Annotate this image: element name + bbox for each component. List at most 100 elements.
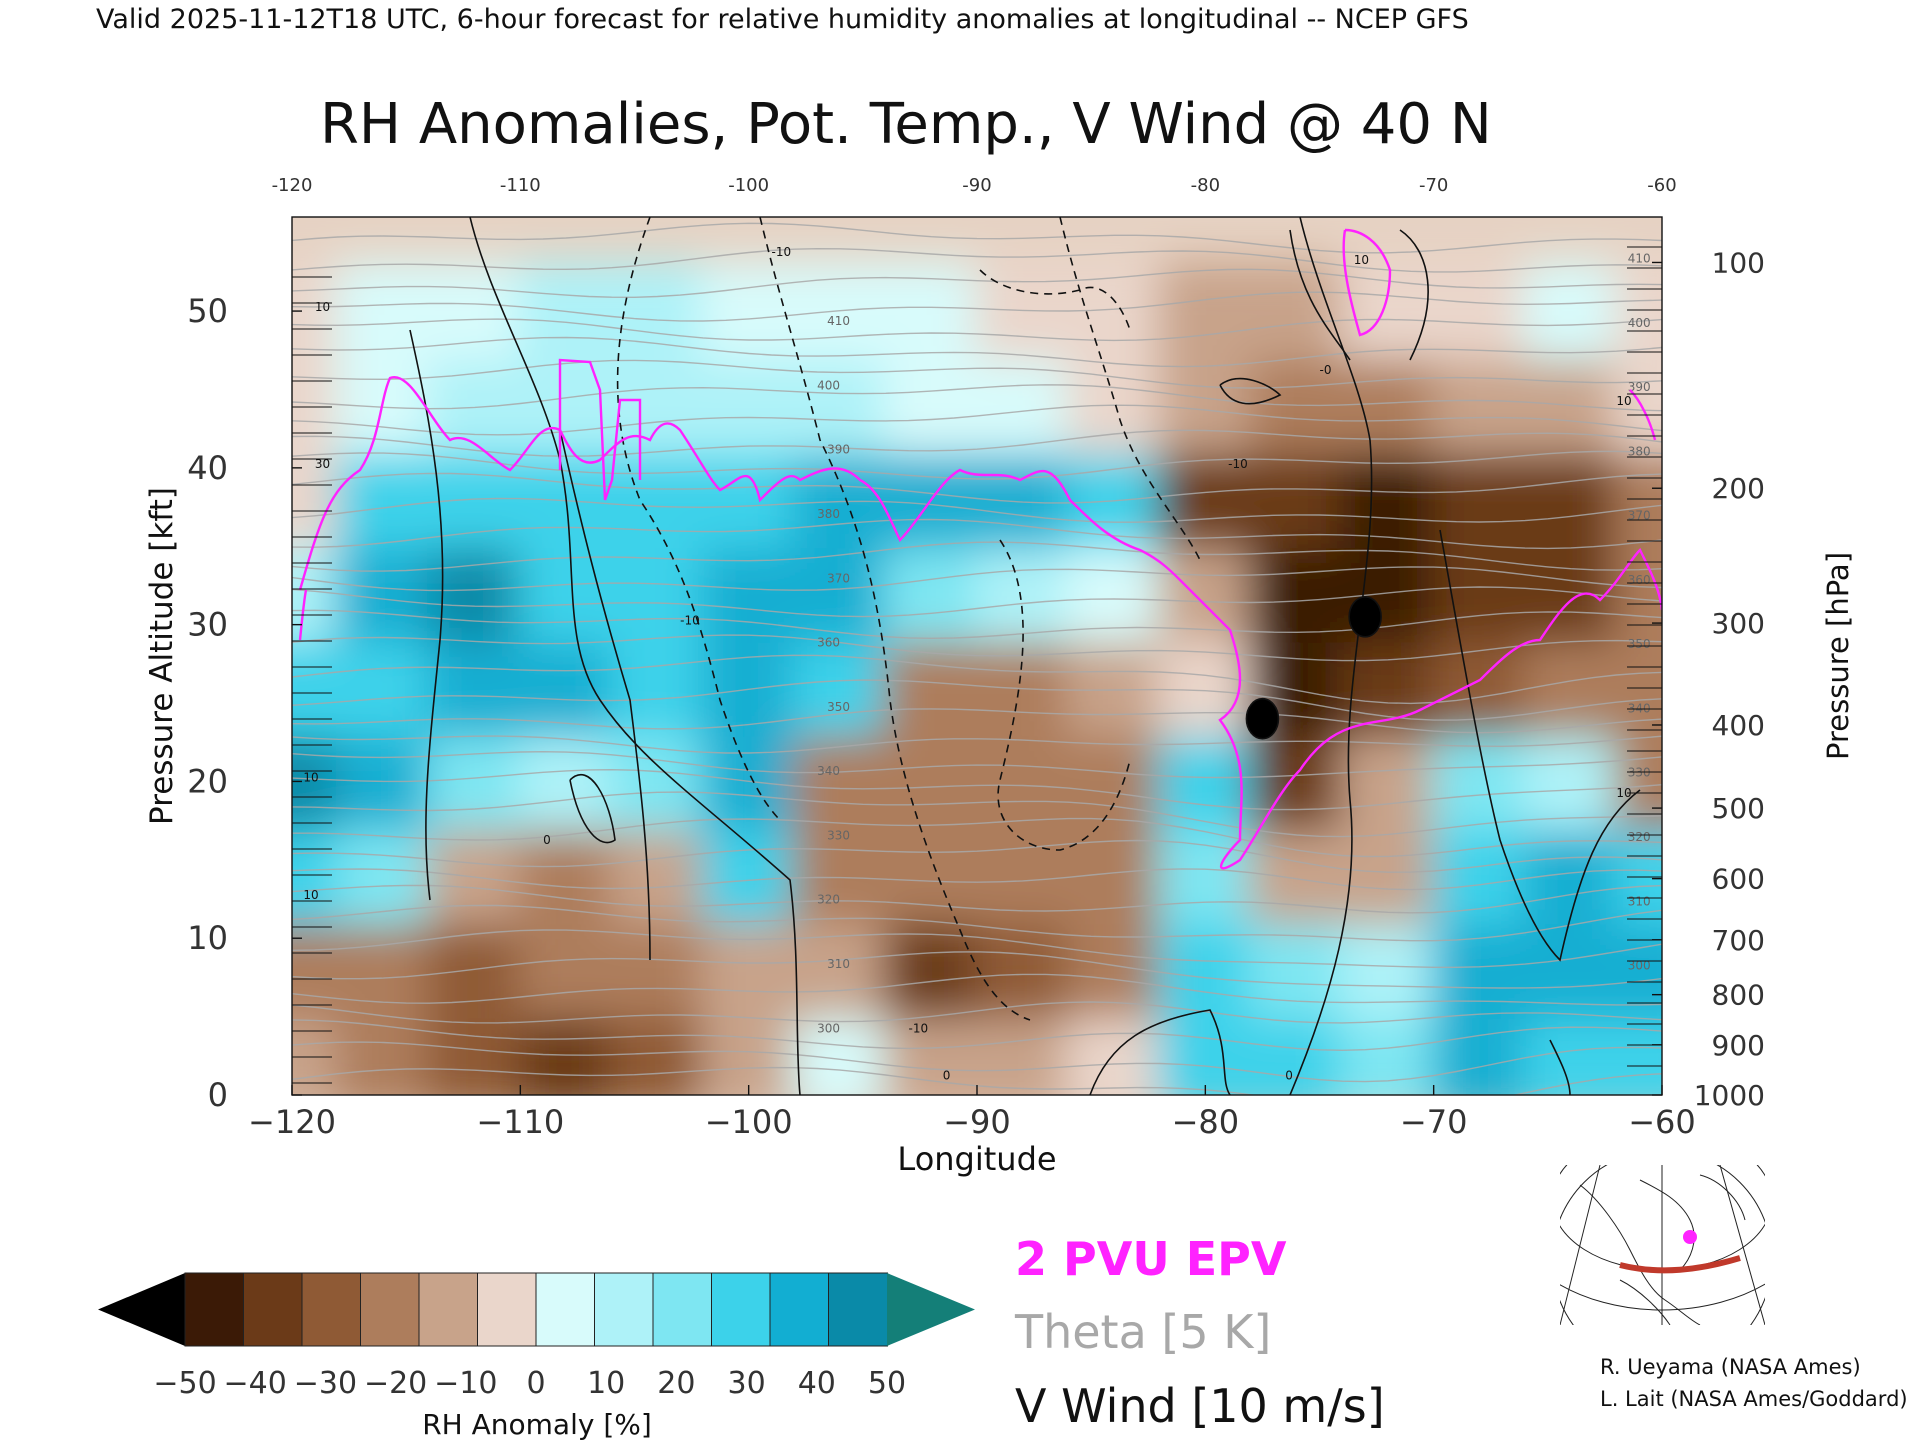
heatmap-cell: [792, 732, 888, 831]
epv-contour: [298, 589, 308, 641]
y-tick-label: 0: [208, 1076, 228, 1114]
theta-contour-label: 360: [1628, 573, 1651, 587]
heatmap-cell: [335, 920, 431, 1019]
heatmap-cell: [609, 450, 705, 549]
heatmap-cell: [1249, 262, 1345, 361]
heatmap-cell: [609, 732, 705, 831]
x-top-tick-label: -110: [500, 175, 541, 196]
heatmap-cell: [518, 1014, 614, 1095]
valid-line: Valid 2025-11-12T18 UTC, 6-hour forecast…: [96, 4, 1469, 35]
heatmap-cell: [792, 356, 888, 455]
theta-contour: [292, 768, 1662, 811]
theta-contour: [292, 404, 1662, 436]
y-tick-label: 40: [187, 449, 228, 487]
theta-contour: [292, 951, 1662, 989]
theta-contour: [292, 247, 1662, 273]
theta-contour: [292, 450, 1662, 480]
y-axis-left: 0 10 20 30 40 50: [187, 276, 332, 1114]
heatmap-cell: [1249, 732, 1345, 831]
heatmap-cell: [427, 826, 523, 925]
theta-contour: [292, 634, 1662, 662]
heatmap-cell: [1157, 1014, 1253, 1095]
heatmap-cell: [1523, 262, 1619, 361]
locator-map: [1560, 1165, 1765, 1325]
theta-contour-label: 330: [827, 828, 850, 842]
colorbar: −50 −40 −30 −20 −10 0 10 20 30 40 50: [98, 1272, 975, 1401]
vwind-contour-label: 0: [452, 206, 460, 220]
legend-epv: 2 PVU EPV: [1015, 1232, 1287, 1286]
theta-contour-label: 340: [817, 764, 840, 778]
vwind-contour-label: -10: [680, 614, 700, 628]
heatmap-cell: [975, 356, 1071, 455]
x-tick-label: −110: [476, 1103, 564, 1141]
theta-contour-label: 310: [827, 957, 850, 971]
theta-contour-label: 370: [1628, 509, 1651, 523]
heatmap-cell: [792, 638, 888, 737]
heatmap-cell: [518, 732, 614, 831]
heatmap-cell: [609, 544, 705, 643]
theta-contour-label: 380: [1628, 444, 1651, 458]
colorbar-segment: [301, 1272, 362, 1347]
theta-contour: [292, 566, 1662, 592]
colorbar-tick-label: 10: [587, 1366, 625, 1401]
x-top-tick-label: -80: [1191, 175, 1220, 196]
x-top-tick-label: -90: [962, 175, 991, 196]
heatmap-cell: [518, 920, 614, 1019]
colorbar-segment: [828, 1272, 888, 1347]
heatmap-cell: [609, 262, 705, 361]
theta-contour: [292, 222, 1662, 254]
heatmap-cell: [1614, 544, 1662, 643]
epv-contour: [298, 376, 1662, 870]
theta-contour: [292, 708, 1662, 734]
pressure-tick-label: 800: [1712, 979, 1765, 1012]
heatmap-cell: [1066, 638, 1162, 737]
heatmap-cell: [701, 826, 797, 925]
theta-contour-label: 300: [1628, 959, 1651, 973]
theta-contour-label: 350: [1628, 637, 1651, 651]
heatmap-cell: [701, 450, 797, 549]
theta-contour: [292, 750, 1662, 779]
theta-contour-label: 400: [817, 378, 840, 392]
y-axis-label-right: Pressure [hPa]: [1821, 552, 1855, 760]
heatmap-cell: [701, 262, 797, 361]
heatmap-cell: [1157, 356, 1253, 455]
colorbar-tick-label: 40: [798, 1366, 836, 1401]
heatmap-cell: [975, 920, 1071, 1019]
heatmap-cell: [1431, 638, 1527, 737]
y-tick-label: 10: [187, 919, 228, 957]
colorbar-segment: [477, 1272, 537, 1347]
x-top-tick-label: -60: [1647, 175, 1676, 196]
heatmap-cell: [792, 544, 888, 643]
heatmap-cell: [609, 826, 705, 925]
pressure-tick-label: 400: [1712, 709, 1765, 742]
epv-contour: [558, 358, 642, 501]
theta-contour: [292, 586, 1662, 618]
heatmap-cell: [975, 826, 1071, 925]
heatmap-cell: [1157, 262, 1253, 361]
vwind-contour-label: 0: [1285, 1068, 1293, 1082]
legend-theta: Theta [5 K]: [1014, 1305, 1271, 1359]
theta-contour: [292, 609, 1662, 640]
vwind-contours: 10 30 10 10 0 -10 -10 -10 -10 -0 10 10 10 0 0 0: [303, 206, 1641, 1095]
heatmap-cell: [883, 826, 979, 925]
vwind-contour-label: 0: [543, 833, 551, 847]
heatmap-cell: [1340, 1014, 1436, 1095]
colorbar-tick-label: −30: [294, 1366, 357, 1401]
y-tick-label: 20: [187, 762, 228, 800]
pressure-tick-label: 200: [1712, 472, 1765, 505]
heatmap-cell: [1066, 732, 1162, 831]
theta-contour: [292, 268, 1662, 299]
vwind-contour: [1549, 1039, 1571, 1095]
vwind-contour: [1399, 229, 1429, 361]
heatmap-cell: [1523, 732, 1619, 831]
chart-title: RH Anomalies, Pot. Temp., V Wind @ 40 N: [320, 92, 1492, 157]
theta-contour: [292, 1041, 1662, 1083]
heatmap-cell: [1340, 450, 1436, 549]
heatmap-cell: [701, 638, 797, 737]
heatmap-cell: [292, 638, 340, 737]
heatmap-cell: [1523, 638, 1619, 737]
heatmap-cell: [1431, 450, 1527, 549]
heatmap-cell: [518, 544, 614, 643]
heatmap-cell: [1340, 262, 1436, 361]
theta-contour: [292, 839, 1662, 873]
